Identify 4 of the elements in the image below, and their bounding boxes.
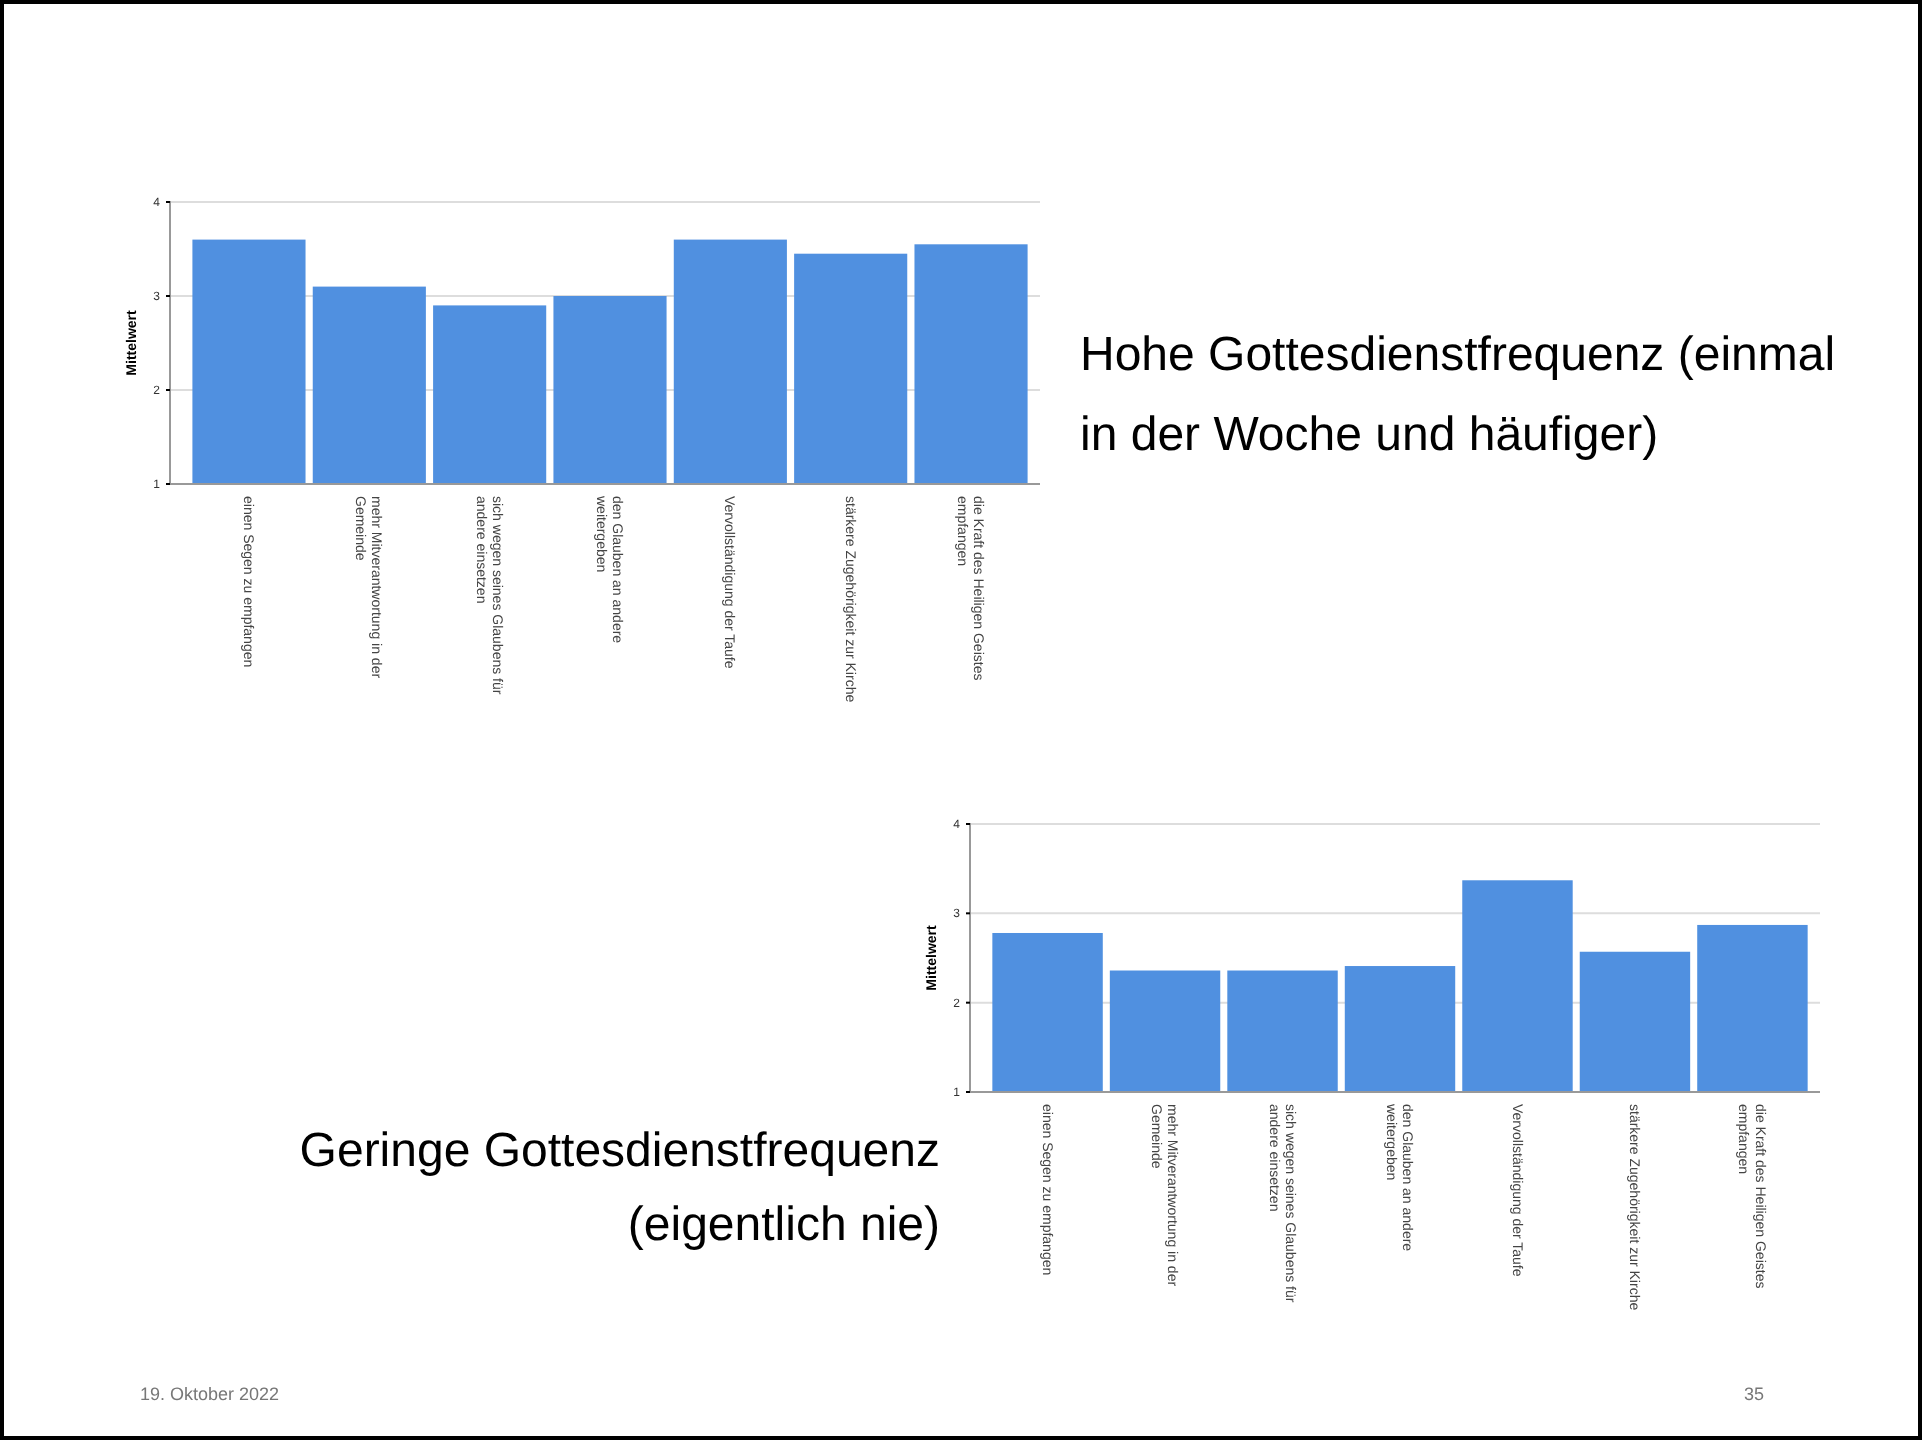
text: Hohe Gottesdienstfrequenz (einmal in der Woche und häufiger) — [1080, 328, 1836, 462]
text: 19. Oktober 2022 — [140, 1384, 280, 1404]
text: 35 — [1743, 1384, 1764, 1404]
text: Geringe Gottesdienstfrequenz (eigentlich nie) — [299, 1124, 940, 1252]
